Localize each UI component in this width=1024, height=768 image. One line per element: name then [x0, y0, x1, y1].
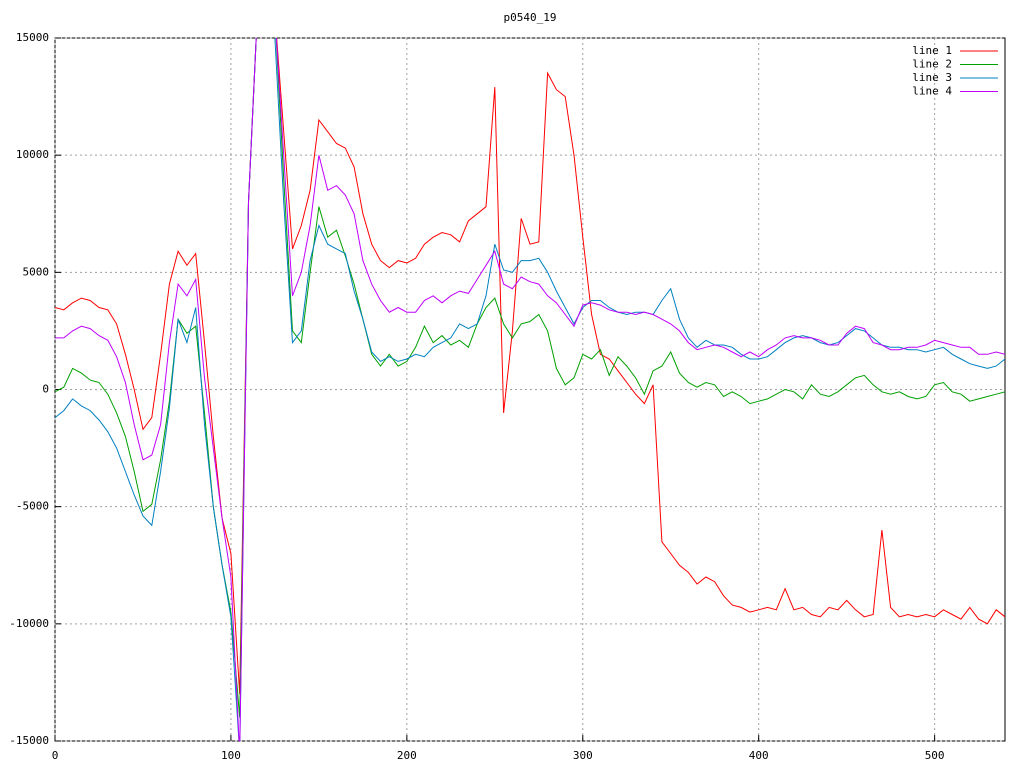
y-tick-label: 10000	[16, 148, 49, 161]
y-tick-label: -5000	[16, 500, 49, 513]
x-tick-label: 300	[573, 749, 593, 762]
legend-label: line 1	[912, 44, 952, 57]
plot-area	[55, 38, 1005, 741]
series-line	[55, 38, 1005, 718]
y-tick-label: -15000	[9, 734, 49, 747]
legend-label: line 4	[912, 85, 952, 98]
x-tick-label: 100	[221, 749, 241, 762]
y-tick-label: 5000	[23, 265, 50, 278]
series-line	[55, 38, 1005, 695]
y-tick-label: -10000	[9, 617, 49, 630]
chart-title: p0540_19	[504, 11, 557, 24]
y-tick-label: 0	[42, 383, 49, 396]
x-tick-label: 500	[925, 749, 945, 762]
legend-label: line 3	[912, 71, 952, 84]
series-line	[55, 38, 1005, 741]
x-tick-label: 200	[397, 749, 417, 762]
x-tick-label: 400	[749, 749, 769, 762]
legend-label: line 2	[912, 58, 952, 71]
series-line	[55, 38, 1005, 741]
y-tick-label: 15000	[16, 31, 49, 44]
x-tick-label: 0	[52, 749, 59, 762]
